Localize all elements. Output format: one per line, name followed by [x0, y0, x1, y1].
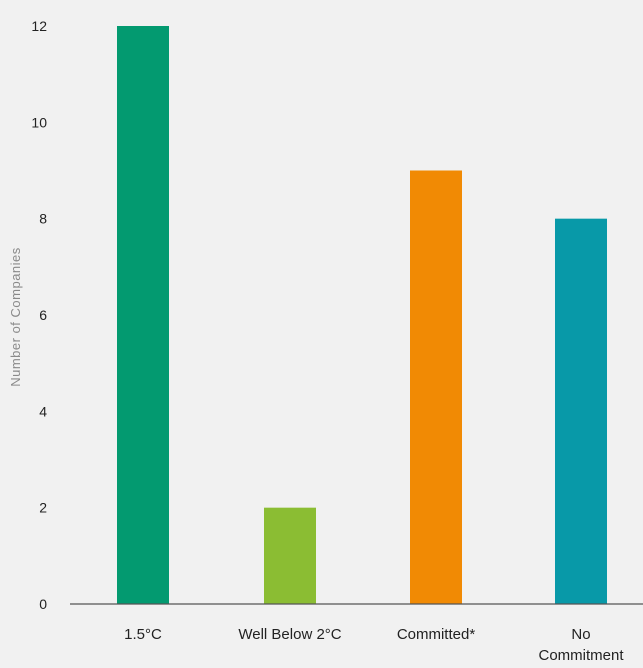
bar	[117, 26, 169, 604]
y-tick-label: 12	[31, 18, 47, 34]
y-tick-label: 10	[31, 114, 47, 130]
bars	[117, 26, 607, 604]
bar	[555, 218, 607, 604]
y-tick-label: 2	[39, 500, 47, 516]
x-tick-label: Well Below 2°C	[238, 626, 341, 643]
y-tick-label: 6	[39, 307, 47, 323]
y-tick-label: 8	[39, 211, 47, 227]
x-axis-labels: 1.5°C Well Below 2°C Committed* No Commitmen…	[124, 626, 624, 664]
y-tick-label: 4	[39, 403, 47, 419]
x-tick-label: No	[571, 626, 590, 643]
bar	[264, 507, 316, 604]
x-tick-label: Commitment	[538, 647, 624, 664]
y-axis-ticks: 0 2 4 6 8 10 12	[31, 18, 47, 612]
y-tick-label: 0	[39, 596, 47, 612]
x-tick-label: Committed*	[397, 626, 476, 643]
bar	[410, 170, 462, 604]
y-axis-label: Number of Companies	[8, 247, 23, 387]
x-tick-label: 1.5°C	[124, 626, 162, 643]
